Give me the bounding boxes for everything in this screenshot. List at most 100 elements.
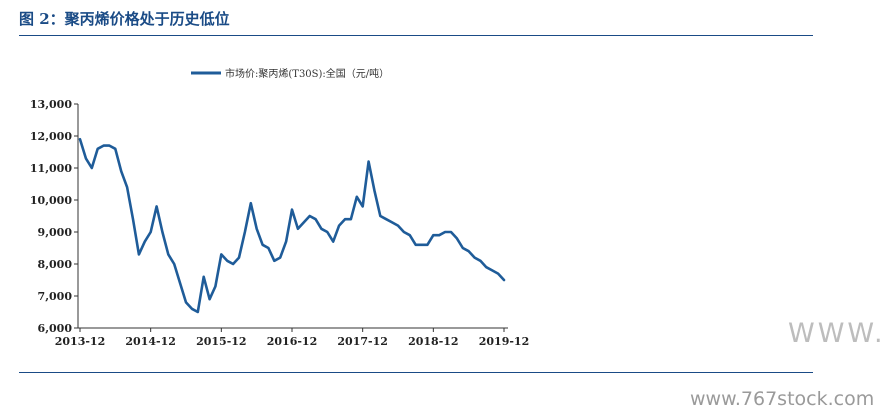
data-point xyxy=(214,285,217,288)
data-point xyxy=(367,160,370,163)
data-point xyxy=(138,253,140,256)
data-point xyxy=(232,263,234,265)
chart-axes xyxy=(77,104,508,329)
data-point xyxy=(96,148,99,150)
data-point xyxy=(261,244,264,246)
chart-legend: 市场价:聚丙烯(T30S):全国（元/吨） xyxy=(191,67,389,80)
data-point xyxy=(344,218,346,220)
data-point xyxy=(450,231,452,233)
data-point xyxy=(167,253,170,256)
data-point xyxy=(497,272,499,275)
data-point xyxy=(244,231,246,233)
x-tick-label: 2013-12 xyxy=(55,335,106,348)
data-point xyxy=(438,234,441,236)
x-tick-label: 2014-12 xyxy=(125,335,176,348)
x-tick-label: 2017-12 xyxy=(337,335,388,348)
y-tick-label: 7,000 xyxy=(38,290,73,303)
data-point xyxy=(420,244,423,246)
data-point xyxy=(279,256,282,259)
data-point xyxy=(356,196,358,198)
data-point xyxy=(102,144,105,147)
data-point xyxy=(391,221,393,224)
data-point xyxy=(426,244,429,246)
data-point xyxy=(250,202,252,204)
data-point xyxy=(385,218,388,220)
data-point xyxy=(332,240,335,243)
data-point xyxy=(161,231,164,233)
data-point xyxy=(208,298,211,301)
data-point xyxy=(79,138,81,140)
figure-title: 图 2：聚丙烯价格处于历史低位 xyxy=(19,10,230,28)
y-tick-label: 13,000 xyxy=(30,98,72,111)
data-point xyxy=(273,260,276,262)
data-point xyxy=(191,308,193,310)
watermark-text: WWW. xyxy=(788,318,886,349)
data-point xyxy=(267,247,270,249)
bottom-rule xyxy=(19,372,813,373)
data-point xyxy=(173,263,175,265)
data-point xyxy=(491,269,494,272)
data-point xyxy=(338,224,340,227)
series-line xyxy=(78,137,506,314)
data-point xyxy=(350,218,352,220)
data-point xyxy=(432,234,435,236)
title-rule xyxy=(19,35,813,36)
data-point xyxy=(126,186,128,188)
data-point xyxy=(403,231,405,233)
data-point xyxy=(255,228,258,230)
data-point xyxy=(467,250,470,252)
data-point xyxy=(361,205,364,208)
data-point xyxy=(202,276,205,278)
data-point xyxy=(397,224,399,227)
data-point xyxy=(297,228,299,230)
data-point xyxy=(314,218,317,220)
y-axis-ticks: 6,000 7,000 8,000 9,000 10,000 11,000 12,000 13… xyxy=(30,98,78,335)
data-point xyxy=(114,148,117,150)
data-point xyxy=(479,260,482,262)
data-point xyxy=(185,301,187,304)
data-point xyxy=(149,231,152,233)
data-point xyxy=(220,253,223,256)
y-tick-label: 11,000 xyxy=(30,162,72,175)
data-point xyxy=(108,144,111,147)
data-point xyxy=(85,157,87,160)
legend-label: 市场价:聚丙烯(T30S):全国（元/吨） xyxy=(225,67,389,80)
x-tick-label: 2016-12 xyxy=(267,335,318,348)
data-point xyxy=(456,237,458,240)
data-point xyxy=(120,170,122,172)
plot-area xyxy=(78,137,506,314)
data-point xyxy=(326,231,329,233)
data-point xyxy=(226,260,228,262)
y-tick-label: 12,000 xyxy=(30,130,72,143)
data-point xyxy=(197,311,199,313)
data-point xyxy=(238,256,240,259)
data-point xyxy=(414,244,417,246)
data-point xyxy=(155,205,158,208)
data-point xyxy=(179,282,181,285)
x-axis-ticks: 2013-12 2014-12 2015-12 2016-12 2017-12 2018-… xyxy=(55,328,530,348)
data-point xyxy=(473,256,476,259)
data-point xyxy=(503,279,505,281)
data-point xyxy=(144,240,146,243)
x-tick-label: 2015-12 xyxy=(196,335,247,348)
data-point xyxy=(485,266,488,269)
data-point xyxy=(303,221,305,224)
data-point xyxy=(373,189,376,192)
data-point xyxy=(132,218,134,220)
y-tick-label: 6,000 xyxy=(38,322,73,335)
data-point xyxy=(379,215,382,217)
data-point xyxy=(308,215,311,217)
data-point xyxy=(285,240,287,243)
y-tick-label: 8,000 xyxy=(38,258,73,271)
y-tick-label: 10,000 xyxy=(30,194,72,207)
data-point xyxy=(444,231,446,233)
data-point xyxy=(291,208,293,211)
y-tick-label: 9,000 xyxy=(38,226,73,239)
data-point xyxy=(320,228,323,230)
x-tick-label: 2018-12 xyxy=(408,335,459,348)
watermark-site: www.767stock.com xyxy=(690,388,875,410)
x-tick-label: 2019-12 xyxy=(479,335,530,348)
data-point xyxy=(462,247,464,249)
data-point xyxy=(91,167,93,169)
